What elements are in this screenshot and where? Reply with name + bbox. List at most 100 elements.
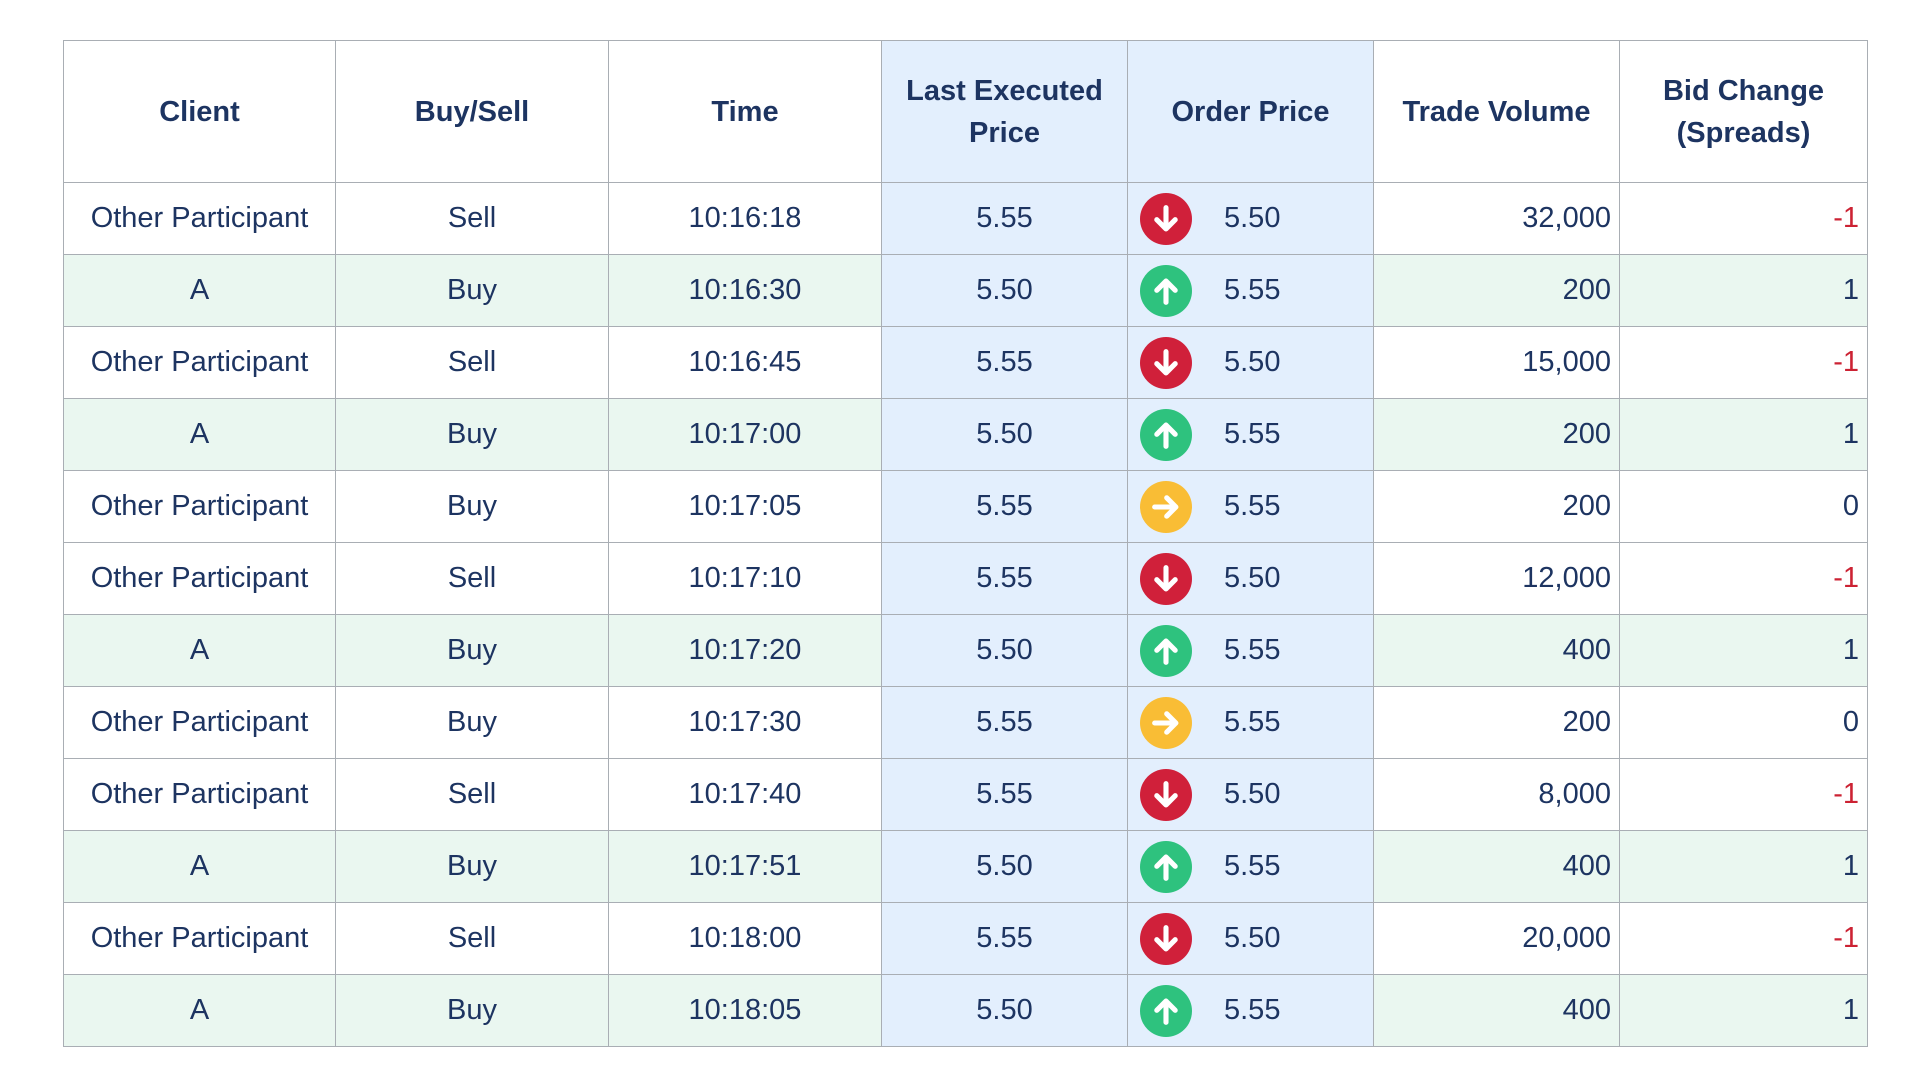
- cell-time: 10:16:30: [608, 254, 882, 327]
- order-price-value: 5.55: [1224, 634, 1281, 666]
- cell-client: A: [63, 398, 336, 471]
- cell-last-executed-price: 5.50: [881, 398, 1128, 471]
- cell-last-executed-price: 5.55: [881, 542, 1128, 615]
- cell-buy-sell: Buy: [335, 686, 609, 759]
- cell-buy-sell: Sell: [335, 758, 609, 831]
- cell-buy-sell: Buy: [335, 398, 609, 471]
- cell-buy-sell: Sell: [335, 326, 609, 399]
- table-row: A Buy 10:17:20 5.50 5.55 400 1: [63, 614, 1868, 687]
- cell-order-price: 5.55: [1127, 254, 1374, 327]
- arrow-down-icon: [1140, 768, 1192, 821]
- order-price-value: 5.55: [1224, 994, 1281, 1026]
- order-price-value: 5.50: [1224, 562, 1281, 594]
- table-row: Other Participant Sell 10:16:18 5.55 5.50 32,…: [63, 182, 1868, 255]
- cell-order-price: 5.50: [1127, 902, 1374, 975]
- table-row: Other Participant Sell 10:17:40 5.55 5.50 8,0…: [63, 758, 1868, 831]
- header-last-executed-line1: Last Executed: [906, 74, 1103, 107]
- table-row: A Buy 10:17:00 5.50 5.55 200 1: [63, 398, 1868, 471]
- order-price-value: 5.50: [1224, 922, 1281, 954]
- header-bid-change-line1: Bid Change: [1662, 74, 1825, 107]
- cell-trade-volume: 200: [1373, 254, 1620, 327]
- order-price-value: 5.55: [1224, 850, 1281, 882]
- cell-order-price: 5.55: [1127, 974, 1374, 1047]
- cell-trade-volume: 15,000: [1373, 326, 1620, 399]
- header-client: Client: [63, 40, 336, 183]
- cell-order-price: 5.55: [1127, 470, 1374, 543]
- order-price-value: 5.50: [1224, 202, 1281, 234]
- cell-last-executed-price: 5.55: [881, 686, 1128, 759]
- cell-time: 10:17:20: [608, 614, 882, 687]
- cell-trade-volume: 400: [1373, 614, 1620, 687]
- cell-trade-volume: 200: [1373, 470, 1620, 543]
- cell-order-price: 5.50: [1127, 542, 1374, 615]
- cell-client: Other Participant: [63, 470, 336, 543]
- cell-client: A: [63, 974, 336, 1047]
- trade-table: Client Buy/Sell Time Last Executed Price…: [63, 40, 1868, 1047]
- table-row: Other Participant Buy 10:17:05 5.55 5.55 200 0: [63, 470, 1868, 543]
- cell-time: 10:18:05: [608, 974, 882, 1047]
- cell-time: 10:17:05: [608, 470, 882, 543]
- cell-trade-volume: 20,000: [1373, 902, 1620, 975]
- cell-last-executed-price: 5.55: [881, 758, 1128, 831]
- cell-last-executed-price: 5.55: [881, 470, 1128, 543]
- header-row: Client Buy/Sell Time Last Executed Price…: [63, 40, 1868, 183]
- arrow-up-icon: [1140, 408, 1192, 461]
- header-trade-volume: Trade Volume: [1373, 40, 1620, 183]
- cell-last-executed-price: 5.50: [881, 254, 1128, 327]
- header-bid-change: Bid Change (Spreads): [1619, 40, 1868, 183]
- cell-client: Other Participant: [63, 686, 336, 759]
- cell-buy-sell: Buy: [335, 974, 609, 1047]
- order-price-value: 5.55: [1224, 274, 1281, 306]
- cell-bid-change: 1: [1619, 830, 1868, 903]
- cell-time: 10:17:00: [608, 398, 882, 471]
- cell-time: 10:17:10: [608, 542, 882, 615]
- cell-time: 10:17:40: [608, 758, 882, 831]
- cell-order-price: 5.50: [1127, 326, 1374, 399]
- arrow-down-icon: [1140, 336, 1192, 389]
- cell-bid-change: 0: [1619, 686, 1868, 759]
- cell-bid-change: -1: [1619, 902, 1868, 975]
- table-row: Other Participant Buy 10:17:30 5.55 5.55 200 0: [63, 686, 1868, 759]
- cell-client: A: [63, 254, 336, 327]
- cell-order-price: 5.55: [1127, 614, 1374, 687]
- cell-last-executed-price: 5.55: [881, 326, 1128, 399]
- cell-order-price: 5.55: [1127, 686, 1374, 759]
- cell-trade-volume: 32,000: [1373, 182, 1620, 255]
- cell-time: 10:16:45: [608, 326, 882, 399]
- cell-time: 10:17:30: [608, 686, 882, 759]
- cell-time: 10:16:18: [608, 182, 882, 255]
- header-time: Time: [608, 40, 882, 183]
- cell-bid-change: 1: [1619, 974, 1868, 1047]
- cell-buy-sell: Sell: [335, 902, 609, 975]
- cell-last-executed-price: 5.55: [881, 182, 1128, 255]
- cell-buy-sell: Buy: [335, 254, 609, 327]
- arrow-down-icon: [1140, 912, 1192, 965]
- cell-client: Other Participant: [63, 542, 336, 615]
- order-price-value: 5.55: [1224, 418, 1281, 450]
- cell-bid-change: -1: [1619, 542, 1868, 615]
- cell-client: Other Participant: [63, 902, 336, 975]
- order-price-value: 5.50: [1224, 778, 1281, 810]
- arrow-right-icon: [1140, 480, 1192, 533]
- cell-trade-volume: 200: [1373, 686, 1620, 759]
- trade-table-container: Client Buy/Sell Time Last Executed Price…: [63, 40, 1868, 1047]
- cell-client: A: [63, 830, 336, 903]
- arrow-down-icon: [1140, 552, 1192, 605]
- cell-bid-change: 1: [1619, 398, 1868, 471]
- cell-trade-volume: 400: [1373, 974, 1620, 1047]
- header-last-executed-price: Last Executed Price: [881, 40, 1128, 183]
- header-order-price: Order Price: [1127, 40, 1374, 183]
- cell-trade-volume: 200: [1373, 398, 1620, 471]
- order-price-value: 5.55: [1224, 490, 1281, 522]
- cell-last-executed-price: 5.50: [881, 830, 1128, 903]
- cell-buy-sell: Buy: [335, 614, 609, 687]
- order-price-value: 5.50: [1224, 346, 1281, 378]
- cell-last-executed-price: 5.50: [881, 614, 1128, 687]
- arrow-up-icon: [1140, 624, 1192, 677]
- arrow-up-icon: [1140, 264, 1192, 317]
- table-row: Other Participant Sell 10:18:00 5.55 5.50 20,…: [63, 902, 1868, 975]
- table-row: A Buy 10:16:30 5.50 5.55 200 1: [63, 254, 1868, 327]
- cell-last-executed-price: 5.50: [881, 974, 1128, 1047]
- cell-time: 10:18:00: [608, 902, 882, 975]
- order-price-value: 5.55: [1224, 706, 1281, 738]
